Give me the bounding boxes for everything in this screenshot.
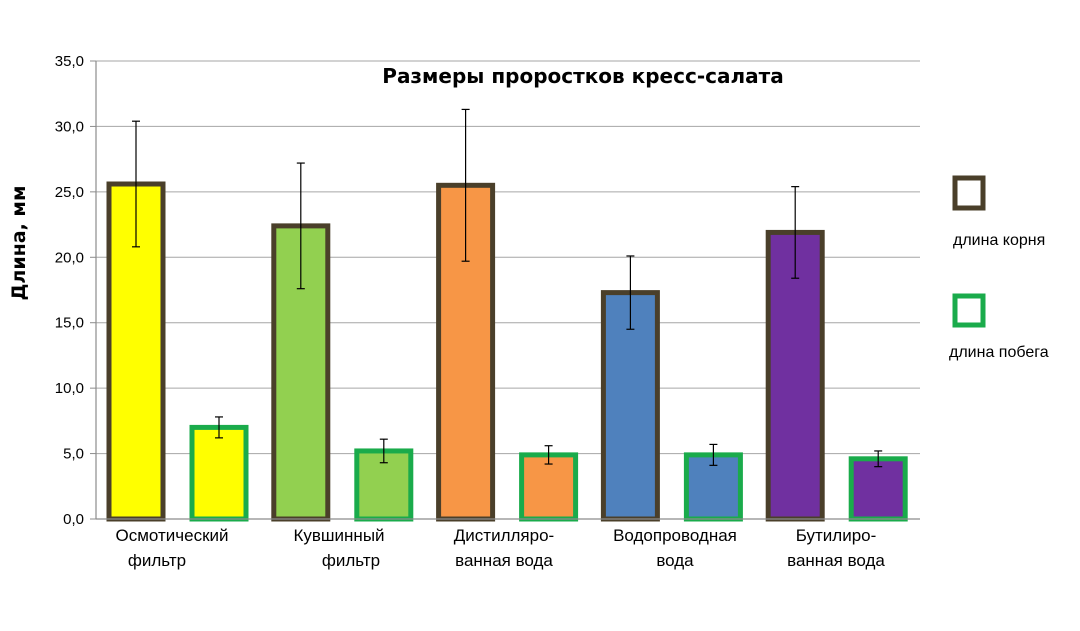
error-bars	[132, 108, 883, 468]
bars	[106, 181, 908, 522]
y-axis-ticks: 0,0 5,0 10,0 15,0 20,0 25,0 30,0 35,0	[55, 53, 96, 528]
category-label-5-line-1: Бутилиро-	[796, 526, 877, 545]
chart-title: Размеры проростков кресс-салата	[382, 64, 783, 88]
gridlines	[96, 60, 920, 455]
category-label-1-line-1: Осмотический	[115, 526, 228, 545]
category-label-3-line-2: ванная вода	[455, 551, 553, 570]
y-tick-label: 15,0	[55, 315, 84, 332]
legend-label-shoot: длина побега	[949, 344, 1049, 361]
y-tick-label: 10,0	[55, 380, 84, 397]
bar-shoot-1	[189, 424, 249, 522]
y-tick-label: 5,0	[63, 446, 84, 463]
y-axis-label: Длина, мм	[8, 186, 30, 301]
category-label-4-line-2: вода	[656, 551, 694, 570]
legend-swatch-root	[952, 175, 986, 211]
category-label-2-line-1: Кувшинный	[293, 526, 384, 545]
category-label-1-line-2: фильтр	[128, 551, 186, 570]
y-tick-label: 0,0	[63, 511, 84, 528]
category-label-4-line-1: Водопроводная	[613, 526, 737, 545]
bar-shoot-5	[848, 456, 908, 522]
x-axis-categories: Осмотический фильтр Кувшинный фильтр Дистилл…	[115, 526, 885, 570]
legend-swatch-shoot	[952, 293, 986, 328]
category-label-5-line-2: ванная вода	[787, 551, 885, 570]
y-tick-label: 30,0	[55, 118, 84, 135]
legend-label-root: длина корня	[953, 232, 1045, 249]
bar-root-4	[600, 290, 660, 522]
category-label-3-line-1: Дистилляро-	[454, 526, 554, 545]
category-label-2-line-2: фильтр	[322, 551, 380, 570]
legend: длина корня длина побега	[949, 175, 1049, 361]
y-tick-label: 20,0	[55, 249, 84, 266]
y-tick-label: 35,0	[55, 53, 84, 70]
y-tick-label: 25,0	[55, 184, 84, 201]
